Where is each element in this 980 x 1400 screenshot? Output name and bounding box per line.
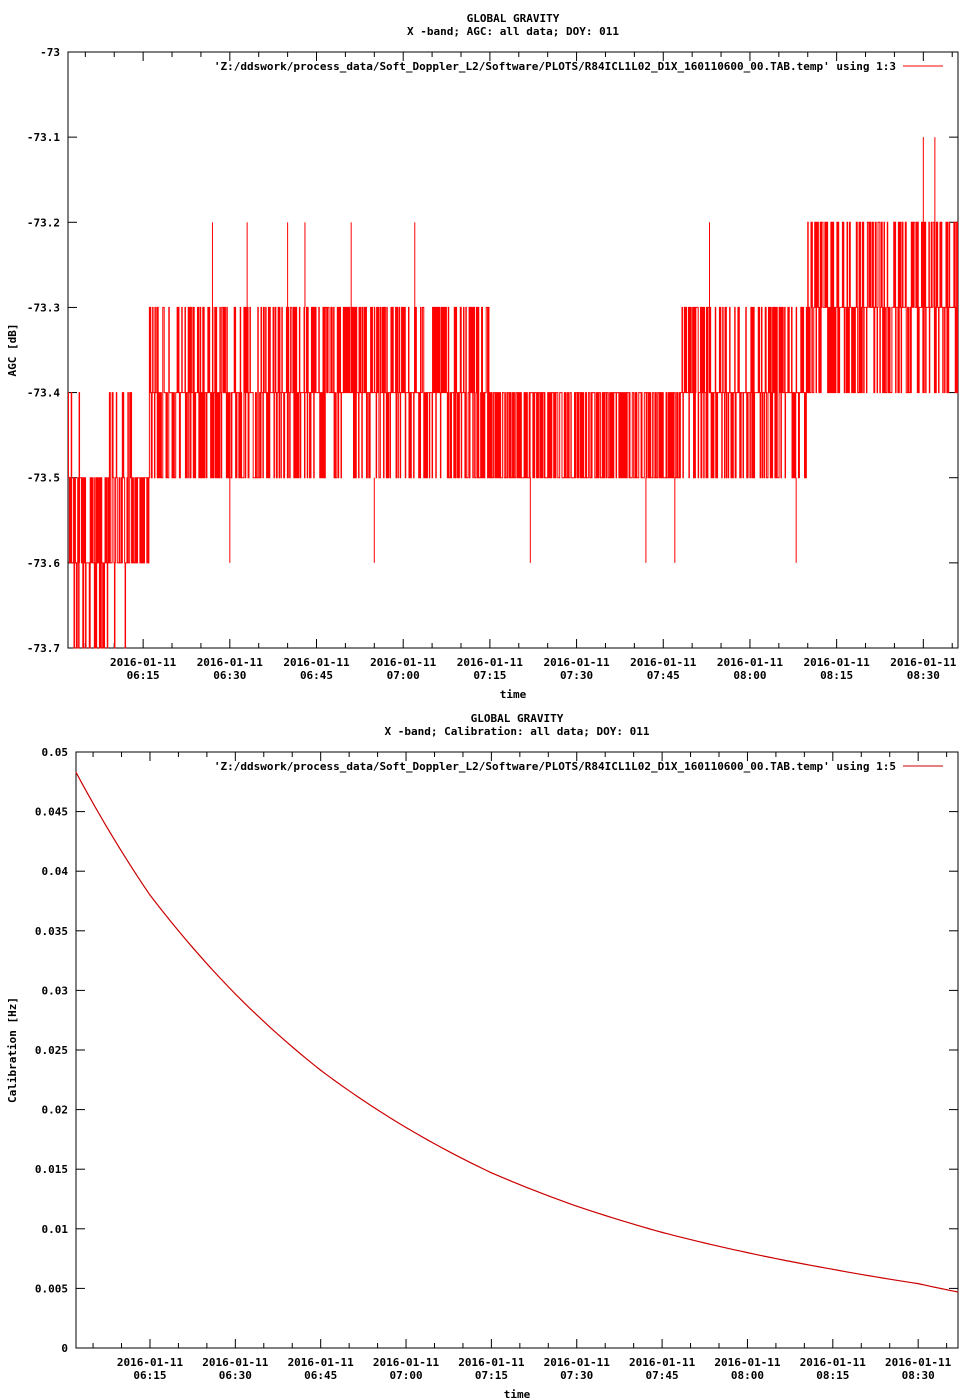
x-tick-date: 2016-01-11 <box>629 1356 696 1369</box>
calibration-point <box>746 1252 749 1254</box>
x-tick-date: 2016-01-11 <box>457 656 524 669</box>
y-tick-label: 0 <box>61 1342 68 1355</box>
calibration-point <box>405 1126 407 1129</box>
y-tick-label: 0.025 <box>35 1044 68 1057</box>
x-tick-date: 2016-01-11 <box>714 1356 781 1369</box>
calibration-series-line <box>75 771 959 1293</box>
x-tick-time: 06:15 <box>133 1369 166 1382</box>
calibration-point <box>576 1205 578 1207</box>
x-axis-label: time <box>500 688 527 701</box>
x-tick-date: 2016-01-11 <box>288 1356 355 1369</box>
calibration-point <box>75 771 77 773</box>
y-axis-label: AGC [dB] <box>6 324 19 377</box>
x-tick-date: 2016-01-11 <box>370 656 437 669</box>
x-tick-date: 2016-01-11 <box>800 1356 867 1369</box>
calibration-point <box>234 993 236 995</box>
x-tick-time: 08:30 <box>902 1369 935 1382</box>
chart-subtitle: X -band; Calibration: all data; DOY: 011 <box>385 725 650 738</box>
chart-subtitle: X -band; AGC: all data; DOY: 011 <box>407 25 619 38</box>
x-tick-date: 2016-01-11 <box>202 1356 269 1369</box>
calibration-point <box>661 1231 663 1233</box>
y-tick-label: -73.6 <box>27 557 60 570</box>
x-tick-date: 2016-01-11 <box>804 656 871 669</box>
x-tick-time: 06:15 <box>127 669 160 682</box>
agc-series-line <box>67 221 959 649</box>
y-axis-label: Calibration [Hz] <box>6 997 19 1103</box>
y-tick-label: 0.015 <box>35 1163 68 1176</box>
y-tick-label: -73.2 <box>27 216 60 229</box>
y-tick-label: 0.01 <box>42 1223 69 1236</box>
x-tick-time: 07:30 <box>560 1369 593 1382</box>
y-tick-label: -73.7 <box>27 642 60 655</box>
x-tick-date: 2016-01-11 <box>630 656 697 669</box>
x-tick-time: 06:30 <box>219 1369 252 1382</box>
y-tick-label: 0.05 <box>42 746 69 759</box>
x-tick-date: 2016-01-11 <box>543 656 610 669</box>
x-tick-time: 08:15 <box>820 669 853 682</box>
x-tick-date: 2016-01-11 <box>717 656 784 669</box>
x-tick-time: 07:45 <box>646 1369 679 1382</box>
chart-title: GLOBAL GRAVITY <box>467 12 560 25</box>
y-tick-label: 0.03 <box>42 984 69 997</box>
x-tick-date: 2016-01-11 <box>197 656 264 669</box>
x-tick-date: 2016-01-11 <box>544 1356 611 1369</box>
calibration-point <box>957 1291 959 1293</box>
y-tick-label: 0.045 <box>35 806 68 819</box>
y-tick-label: -73.4 <box>27 387 60 400</box>
calibration-point <box>149 894 151 896</box>
legend-label: 'Z:/ddswork/process_data/Soft_Doppler_L2… <box>214 60 896 73</box>
calibration-point <box>917 1283 919 1285</box>
x-tick-time: 07:15 <box>473 669 506 682</box>
x-tick-time: 08:15 <box>816 1369 849 1382</box>
x-tick-date: 2016-01-11 <box>890 656 957 669</box>
x-tick-time: 08:00 <box>733 669 766 682</box>
plot-frame <box>75 751 959 1349</box>
x-tick-date: 2016-01-11 <box>283 656 350 669</box>
x-tick-date: 2016-01-11 <box>885 1356 952 1369</box>
y-tick-label: -73.3 <box>27 301 60 314</box>
calibration-point <box>320 1069 322 1071</box>
y-tick-label: 0.04 <box>42 865 69 878</box>
x-tick-date: 2016-01-11 <box>458 1356 525 1369</box>
x-tick-time: 07:00 <box>389 1369 422 1382</box>
y-tick-label: 0.005 <box>35 1282 68 1295</box>
y-tick-label: -73.1 <box>27 131 60 144</box>
x-tick-time: 07:15 <box>475 1369 508 1382</box>
x-tick-time: 08:00 <box>731 1369 764 1382</box>
x-tick-time: 06:45 <box>304 1369 337 1382</box>
y-tick-label: 0.02 <box>42 1104 69 1117</box>
plot-frame <box>67 51 959 649</box>
x-tick-time: 08:30 <box>907 669 940 682</box>
chart-title: GLOBAL GRAVITY <box>471 712 564 725</box>
x-tick-time: 07:30 <box>560 669 593 682</box>
y-tick-label: 0.035 <box>35 925 68 938</box>
x-tick-time: 06:30 <box>213 669 246 682</box>
x-tick-time: 07:45 <box>647 669 680 682</box>
x-axis-label: time <box>504 1388 531 1400</box>
x-tick-time: 06:45 <box>300 669 333 682</box>
y-tick-label: -73 <box>40 46 60 59</box>
y-tick-label: -73.5 <box>27 472 60 485</box>
x-tick-date: 2016-01-11 <box>373 1356 440 1369</box>
x-tick-date: 2016-01-11 <box>110 656 177 669</box>
x-tick-time: 07:00 <box>387 669 420 682</box>
legend-label: 'Z:/ddswork/process_data/Soft_Doppler_L2… <box>214 760 896 773</box>
calibration-point <box>490 1172 492 1174</box>
calibration-point <box>832 1268 834 1270</box>
x-tick-date: 2016-01-11 <box>117 1356 184 1369</box>
